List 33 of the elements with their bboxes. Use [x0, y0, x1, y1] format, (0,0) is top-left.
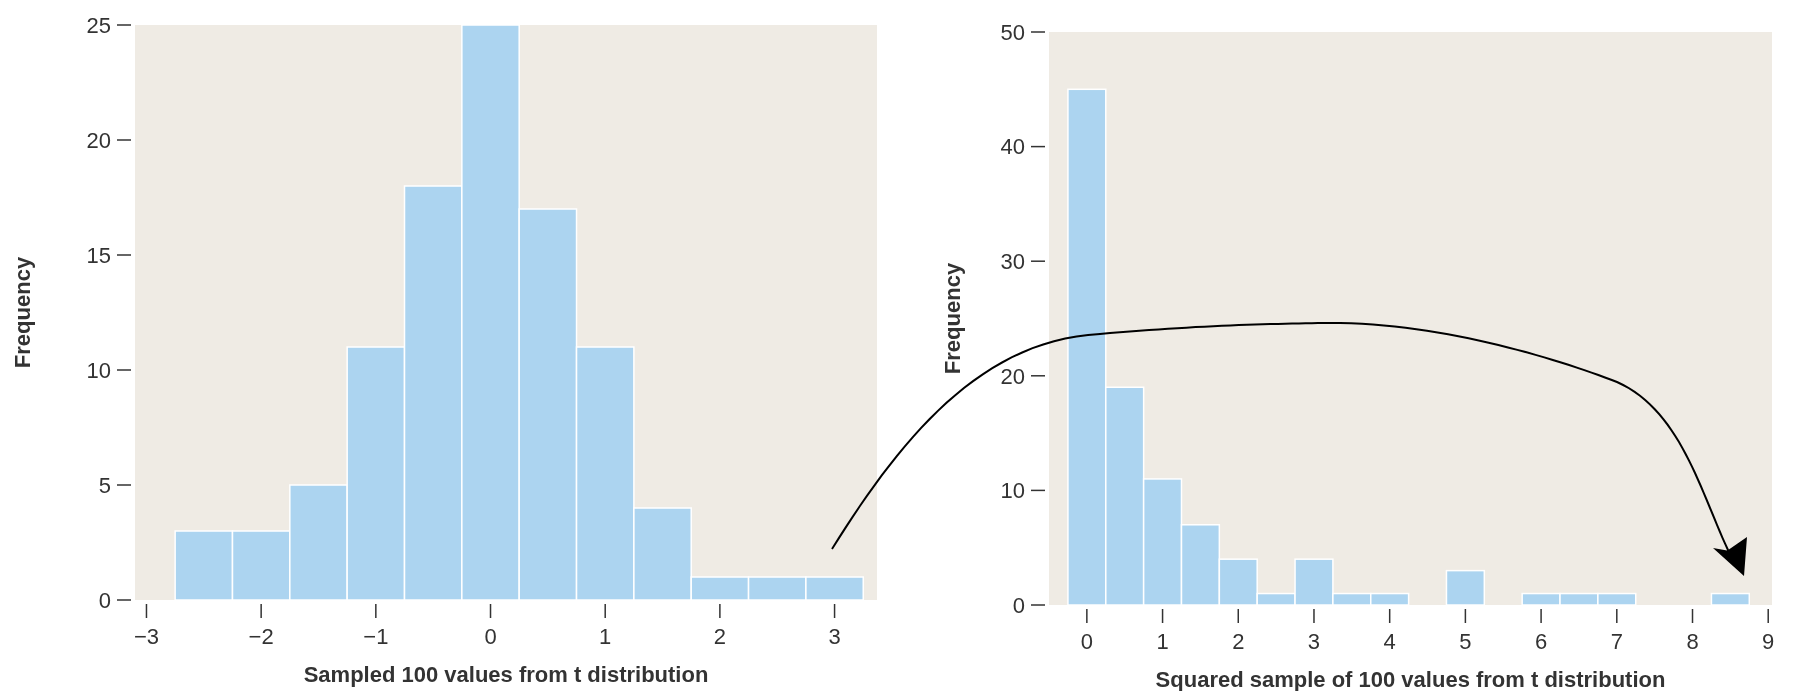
x-tick-label: −1 [363, 624, 389, 649]
y-tick-label: 50 [1000, 19, 1025, 45]
y-tick-label: 20 [1000, 363, 1025, 389]
y-tick-label: 0 [98, 587, 111, 613]
x-tick-label: 6 [1534, 629, 1548, 654]
y-axis-title: Frequency [10, 256, 35, 369]
x-tick-label: 3 [828, 624, 841, 649]
y-tick-label: 5 [98, 472, 111, 498]
x-tick-label: −3 [133, 624, 160, 649]
x-tick-label: 0 [484, 624, 497, 649]
x-tick-label: 4 [1383, 629, 1396, 654]
y-tick-label: 10 [1000, 478, 1025, 504]
y-tick-label: 25 [86, 12, 111, 38]
x-tick-label: 7 [1610, 629, 1623, 654]
y-tick-label: 40 [1000, 134, 1025, 160]
y-axis-title: Frequency [940, 262, 965, 375]
x-tick-label: 5 [1459, 629, 1472, 654]
x-axis-title: Sampled 100 values from t distribution [303, 662, 709, 687]
x-tick-label: 2 [713, 624, 727, 649]
x-tick-label: 2 [1232, 629, 1245, 654]
y-tick-label: 10 [86, 357, 111, 383]
x-axis-title: Squared sample of 100 values from t distribution [1155, 667, 1666, 691]
x-tick-label: 0 [1080, 629, 1093, 654]
x-tick-label: 1 [599, 624, 612, 649]
y-tick-label: 30 [1000, 248, 1025, 274]
y-tick-label: 0 [1012, 592, 1025, 618]
x-tick-label: −2 [248, 624, 274, 649]
y-tick-label: 20 [86, 127, 111, 153]
y-tick-label: 15 [86, 242, 111, 268]
x-tick-label: 9 [1762, 629, 1775, 654]
x-tick-label: 1 [1156, 629, 1169, 654]
x-tick-label: 3 [1307, 629, 1321, 654]
x-tick-label: 8 [1686, 629, 1699, 654]
